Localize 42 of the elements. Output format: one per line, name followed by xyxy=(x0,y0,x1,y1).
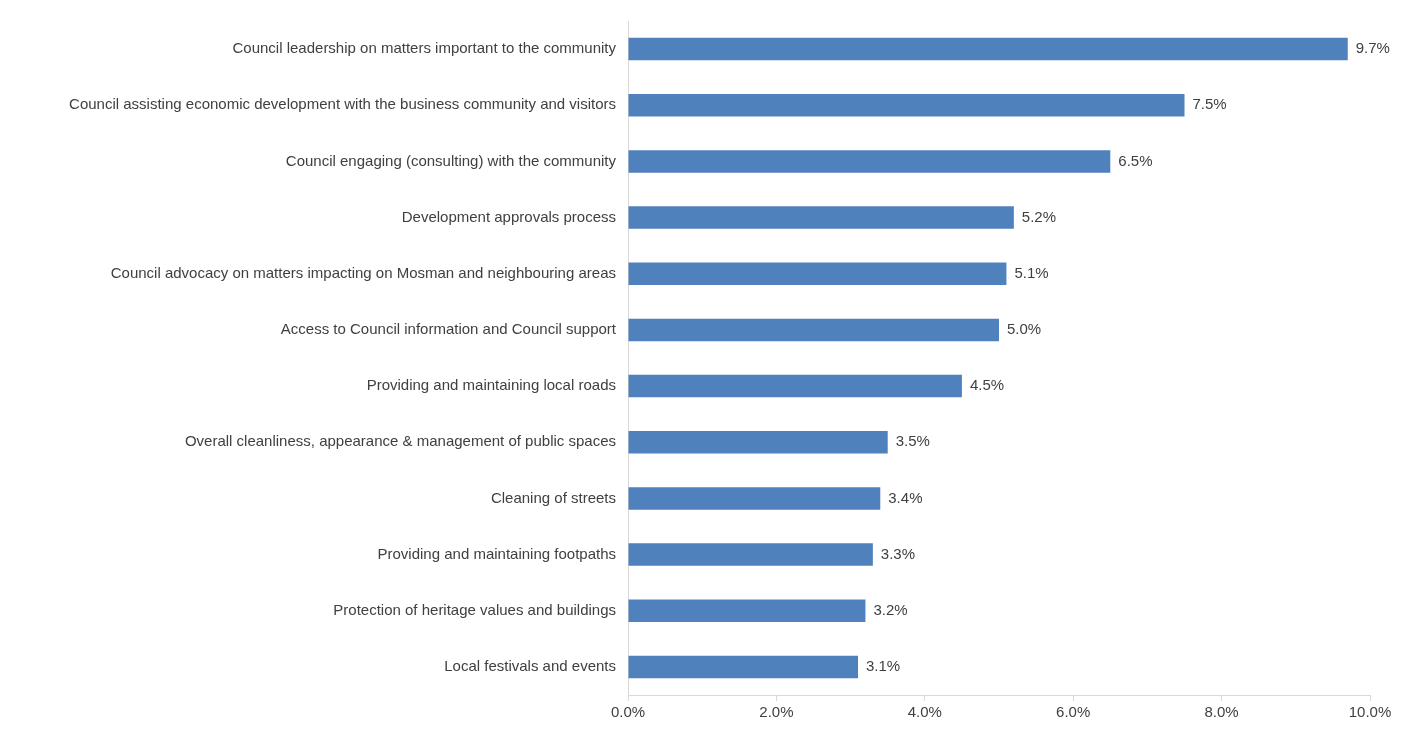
x-tick-label: 8.0% xyxy=(1204,703,1239,721)
y-tick-label: Council advocacy on matters impacting on Mosman and neighbouring areas xyxy=(110,263,616,281)
data-label: 7.5% xyxy=(1192,95,1227,113)
bar xyxy=(628,206,1014,229)
bar xyxy=(628,431,888,454)
bar xyxy=(628,318,999,342)
data-label: 5.2% xyxy=(1021,207,1057,225)
bar xyxy=(628,655,859,679)
data-label: 3.1% xyxy=(866,657,901,675)
bar xyxy=(628,374,962,398)
data-label: 5.1% xyxy=(1014,263,1049,281)
bar xyxy=(628,599,866,622)
y-tick-label: Council leadership on matters important to the community xyxy=(232,39,617,57)
x-tick-label: 6.0% xyxy=(1056,703,1091,721)
data-label: 3.3% xyxy=(880,544,916,562)
bar xyxy=(628,150,1111,173)
y-tick-label: Access to Council information and Council support xyxy=(280,320,617,338)
y-tick-label: Overall cleanliness, appearance & management of public spaces xyxy=(184,432,616,450)
data-label: 4.5% xyxy=(969,376,1005,394)
y-tick-label: Providing and maintaining local roads xyxy=(366,376,616,394)
y-tick-label: Council assisting economic development with the business community and visitors xyxy=(69,95,616,113)
bar xyxy=(628,94,1185,117)
y-tick-label: Protection of heritage values and buildings xyxy=(333,600,616,618)
data-label: 3.2% xyxy=(873,600,908,618)
x-tick-label: 2.0% xyxy=(759,703,794,721)
bar xyxy=(628,543,873,566)
x-tick-label: 0.0% xyxy=(610,703,646,721)
data-label: 3.5% xyxy=(895,432,930,450)
bar xyxy=(628,262,1007,285)
bar xyxy=(628,37,1348,61)
data-label: 6.5% xyxy=(1118,151,1153,169)
x-tick-label: 4.0% xyxy=(907,703,942,721)
data-label: 9.7% xyxy=(1355,39,1390,57)
y-tick-label: Providing and maintaining footpaths xyxy=(377,544,616,562)
data-label: 3.4% xyxy=(888,488,923,506)
y-tick-label: Local festivals and events xyxy=(444,657,616,675)
y-tick-label: Cleaning of streets xyxy=(490,488,616,506)
data-label: 5.0% xyxy=(1007,320,1042,338)
y-tick-label: Council engaging (consulting) with the community xyxy=(285,151,617,169)
bar xyxy=(628,487,881,510)
x-tick-label: 10.0% xyxy=(1348,703,1392,721)
y-tick-label: Development approvals process xyxy=(401,207,616,225)
